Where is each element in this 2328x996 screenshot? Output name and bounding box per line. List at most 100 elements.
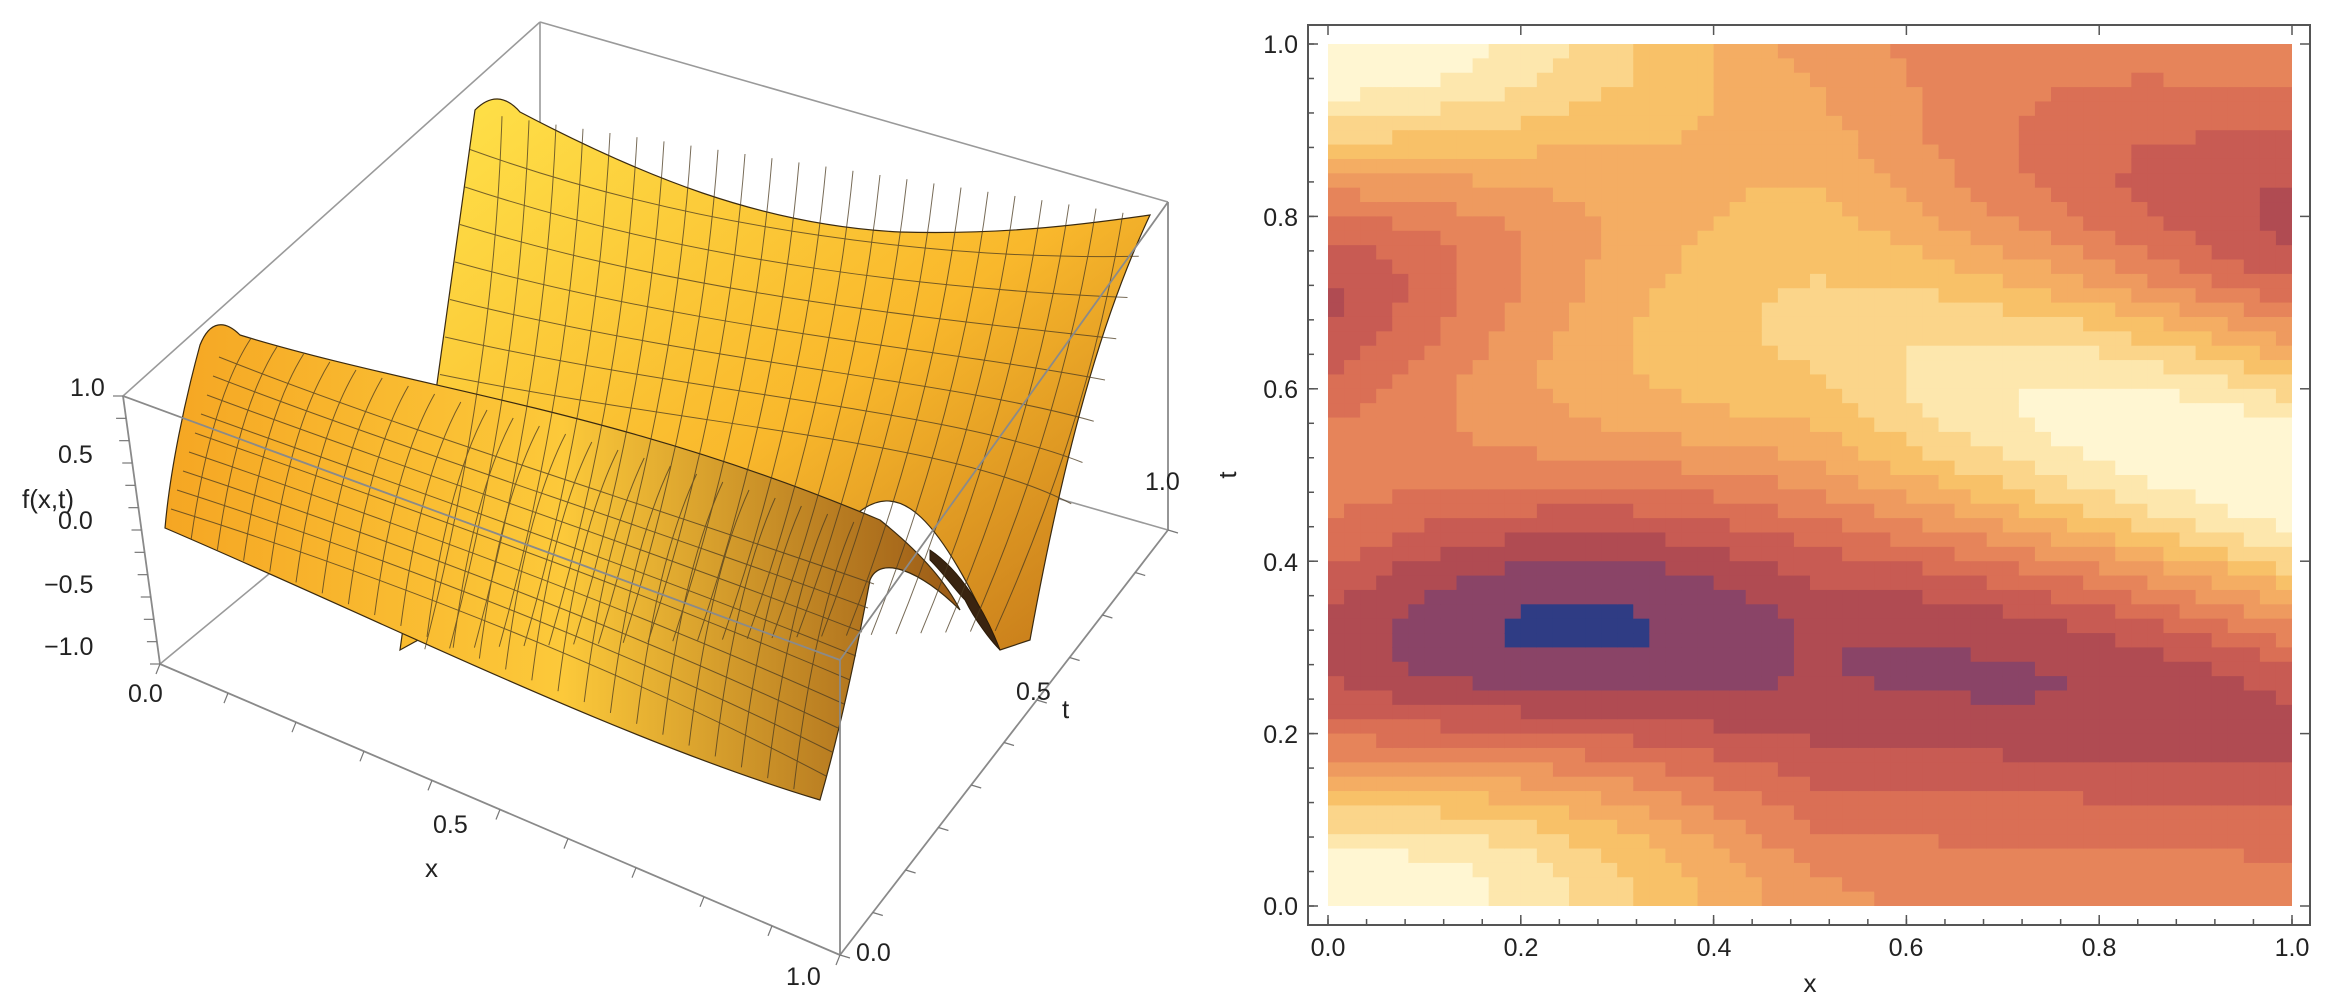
contour-cell [1328, 877, 1345, 893]
contour-cell [1504, 489, 1522, 505]
contour-cell [2275, 302, 2292, 318]
contour-cell [1826, 532, 1843, 548]
contour-cell [1633, 747, 1650, 763]
contour-cell [1697, 360, 1715, 376]
contour-cell [2051, 72, 2068, 88]
contour-cell [1793, 877, 1811, 893]
contour-cell [1472, 805, 1490, 821]
contour-cell [1777, 302, 1795, 318]
contour-cell [2275, 158, 2292, 174]
t-tick-mark [1135, 571, 1146, 577]
contour-cell [1569, 187, 1586, 203]
contour-cell [1360, 589, 1377, 605]
contour-cell [2211, 374, 2229, 390]
contour-cell [1376, 245, 1393, 261]
contour-cell [2211, 230, 2229, 246]
contour-cell [2227, 475, 2245, 490]
contour-cell [2211, 72, 2229, 88]
contour-cell [2099, 791, 2116, 807]
contour-cell [1890, 44, 1907, 59]
contour-cell [2163, 848, 2181, 864]
contour-cell [1665, 733, 1683, 749]
contour-cell [1649, 316, 1666, 332]
contour-cell [1842, 891, 1859, 906]
contour-cell [2018, 733, 2036, 749]
contour-cell [1344, 87, 1361, 103]
contour-cell [1440, 819, 1458, 835]
contour-cell [2067, 762, 2084, 778]
contour-cell [2227, 216, 2245, 232]
contour-cell [1536, 259, 1554, 275]
mesh-line [583, 457, 645, 703]
contour-cell [1777, 144, 1795, 160]
contour-cell [1408, 360, 1425, 376]
contour-cell [1633, 475, 1650, 490]
contour-cell [2179, 834, 2197, 850]
contour-cell [1585, 259, 1602, 275]
contour-cell [1456, 690, 1474, 706]
contour-cell [1392, 475, 1409, 490]
contour-cell [1392, 546, 1409, 562]
contour-cell [1874, 661, 1891, 677]
contour-cell [2067, 72, 2084, 88]
contour-cell [1392, 819, 1409, 835]
contour-cell [1954, 690, 1972, 706]
contour-cell [1424, 302, 1442, 318]
contour-cell [2211, 58, 2229, 74]
contour-cell [1745, 58, 1763, 74]
mesh-line [895, 195, 1016, 635]
contour-cell [1954, 302, 1972, 318]
contour-cell [1360, 862, 1377, 878]
contour-cell [1697, 72, 1715, 88]
contour-cell [1601, 202, 1618, 217]
contour-cell [2115, 158, 2132, 174]
contour-cell [2243, 475, 2261, 490]
contour-cell [1986, 532, 2004, 548]
contour-cell [1440, 44, 1458, 59]
contour-cell [2115, 618, 2132, 634]
contour-cell [2115, 647, 2132, 663]
contour-cell [1697, 776, 1715, 792]
contour-cell [2051, 360, 2068, 376]
contour-cell [2259, 130, 2277, 146]
z-tick-label: −0.5 [44, 571, 93, 599]
contour-cell [1601, 360, 1618, 376]
contour-cell [1793, 518, 1811, 534]
contour-cell [1328, 776, 1345, 792]
contour-cell [1440, 891, 1458, 906]
contour-cell [1793, 245, 1811, 261]
contour-cell [1344, 862, 1361, 878]
contour-cell [1954, 273, 1972, 289]
contour-cell [1328, 733, 1345, 749]
contour-cell [1392, 130, 1409, 146]
contour-cell [2259, 245, 2277, 261]
contour-cell [2131, 546, 2148, 562]
contour-cell [2227, 230, 2245, 246]
contour-cell [1408, 848, 1425, 864]
contour-cell [1745, 431, 1763, 447]
contour-cell [1777, 834, 1795, 850]
contour-cell [2275, 475, 2292, 490]
contour-cell [2115, 288, 2132, 304]
contour-cell [2147, 388, 2165, 404]
contour-cell [1665, 374, 1683, 390]
contour-cell [2227, 403, 2245, 419]
contour-cell [1826, 173, 1843, 189]
contour-cell [2163, 546, 2181, 562]
contour-cell [1569, 202, 1586, 217]
contour-cell [2147, 115, 2165, 131]
mesh-line [218, 356, 875, 585]
contour-cell [1633, 446, 1650, 462]
contour-cell [1970, 503, 1988, 519]
contour-cell [2131, 230, 2148, 246]
contour-cell [2131, 848, 2148, 864]
contour-cell [1906, 273, 1924, 289]
contour-cell [1617, 360, 1634, 376]
contour-cell [1745, 316, 1763, 332]
contour-cell [1777, 316, 1795, 332]
contour-cell [2051, 345, 2068, 361]
contour-cell [1954, 431, 1972, 447]
contour-cell [2115, 144, 2132, 160]
contour-cell [1745, 144, 1763, 160]
mesh-line [295, 369, 357, 583]
